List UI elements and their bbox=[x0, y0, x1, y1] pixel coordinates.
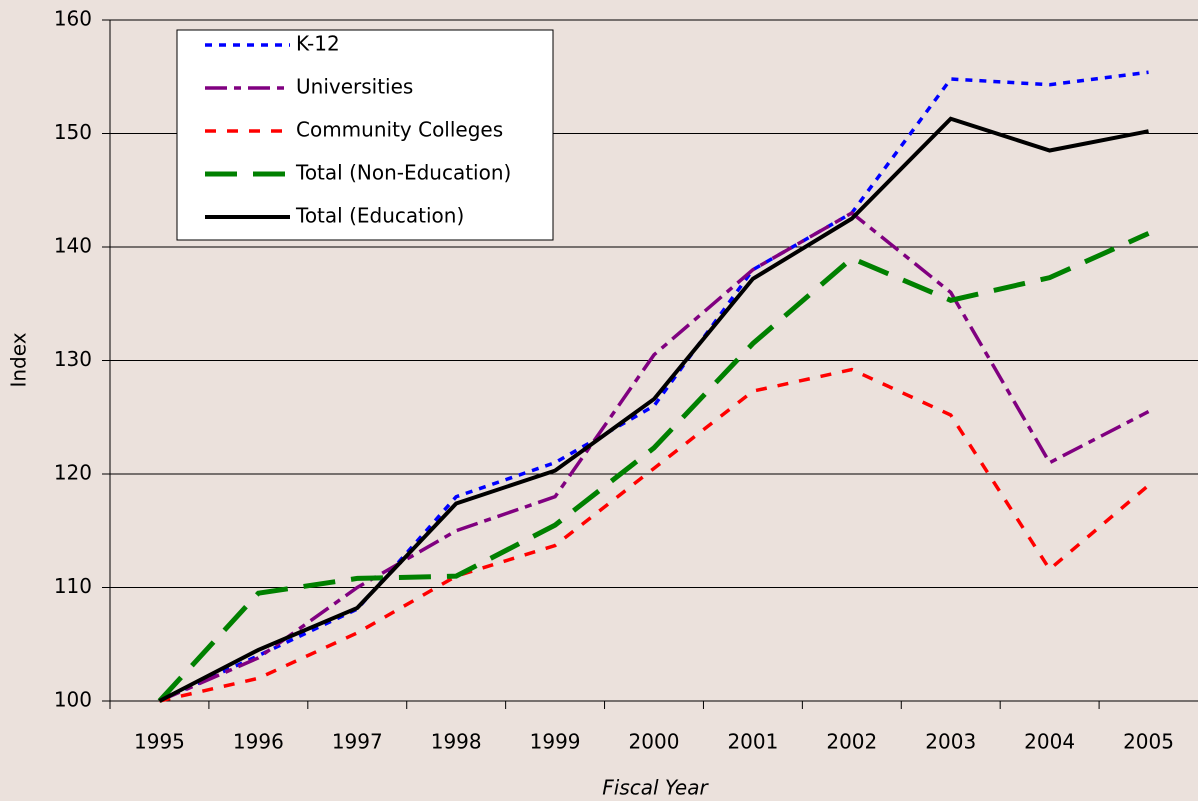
y-tick-label: 140 bbox=[54, 234, 92, 258]
x-tick-label: 1996 bbox=[233, 730, 284, 754]
series-line bbox=[159, 367, 1150, 703]
series-line bbox=[158, 210, 1150, 703]
series-line bbox=[158, 70, 1149, 703]
legend-label: Total (Education) bbox=[295, 204, 464, 228]
x-axis-label: Fiscal Year bbox=[602, 776, 709, 800]
series-line bbox=[158, 116, 1149, 703]
x-tick-label: 2002 bbox=[826, 730, 877, 754]
y-tick-label: 160 bbox=[54, 7, 92, 31]
y-tick-label: 100 bbox=[54, 688, 92, 712]
x-tick-label: 2004 bbox=[1024, 730, 1075, 754]
x-tick-label: 1999 bbox=[530, 730, 581, 754]
x-tick-label: 2001 bbox=[727, 730, 778, 754]
x-tick-label: 2000 bbox=[629, 730, 680, 754]
legend-box bbox=[176, 29, 554, 241]
legend-label: Universities bbox=[296, 75, 413, 99]
legend-label: Total (Non-Education) bbox=[295, 161, 511, 185]
x-tick-label: 1995 bbox=[134, 730, 185, 754]
x-tick-label: 1998 bbox=[431, 730, 482, 754]
legend-label: K-12 bbox=[296, 32, 340, 56]
y-tick-label: 120 bbox=[54, 461, 92, 485]
series-line bbox=[157, 231, 1150, 703]
x-tick-label: 1997 bbox=[332, 730, 383, 754]
y-tick-label: 150 bbox=[54, 120, 92, 144]
x-tick-label: 2003 bbox=[925, 730, 976, 754]
x-tick-label: 2005 bbox=[1123, 730, 1174, 754]
legend-label: Community Colleges bbox=[296, 118, 503, 142]
y-axis-label: Index bbox=[7, 332, 31, 387]
y-tick-label: 110 bbox=[54, 574, 92, 598]
y-tick-label: 130 bbox=[54, 347, 92, 371]
